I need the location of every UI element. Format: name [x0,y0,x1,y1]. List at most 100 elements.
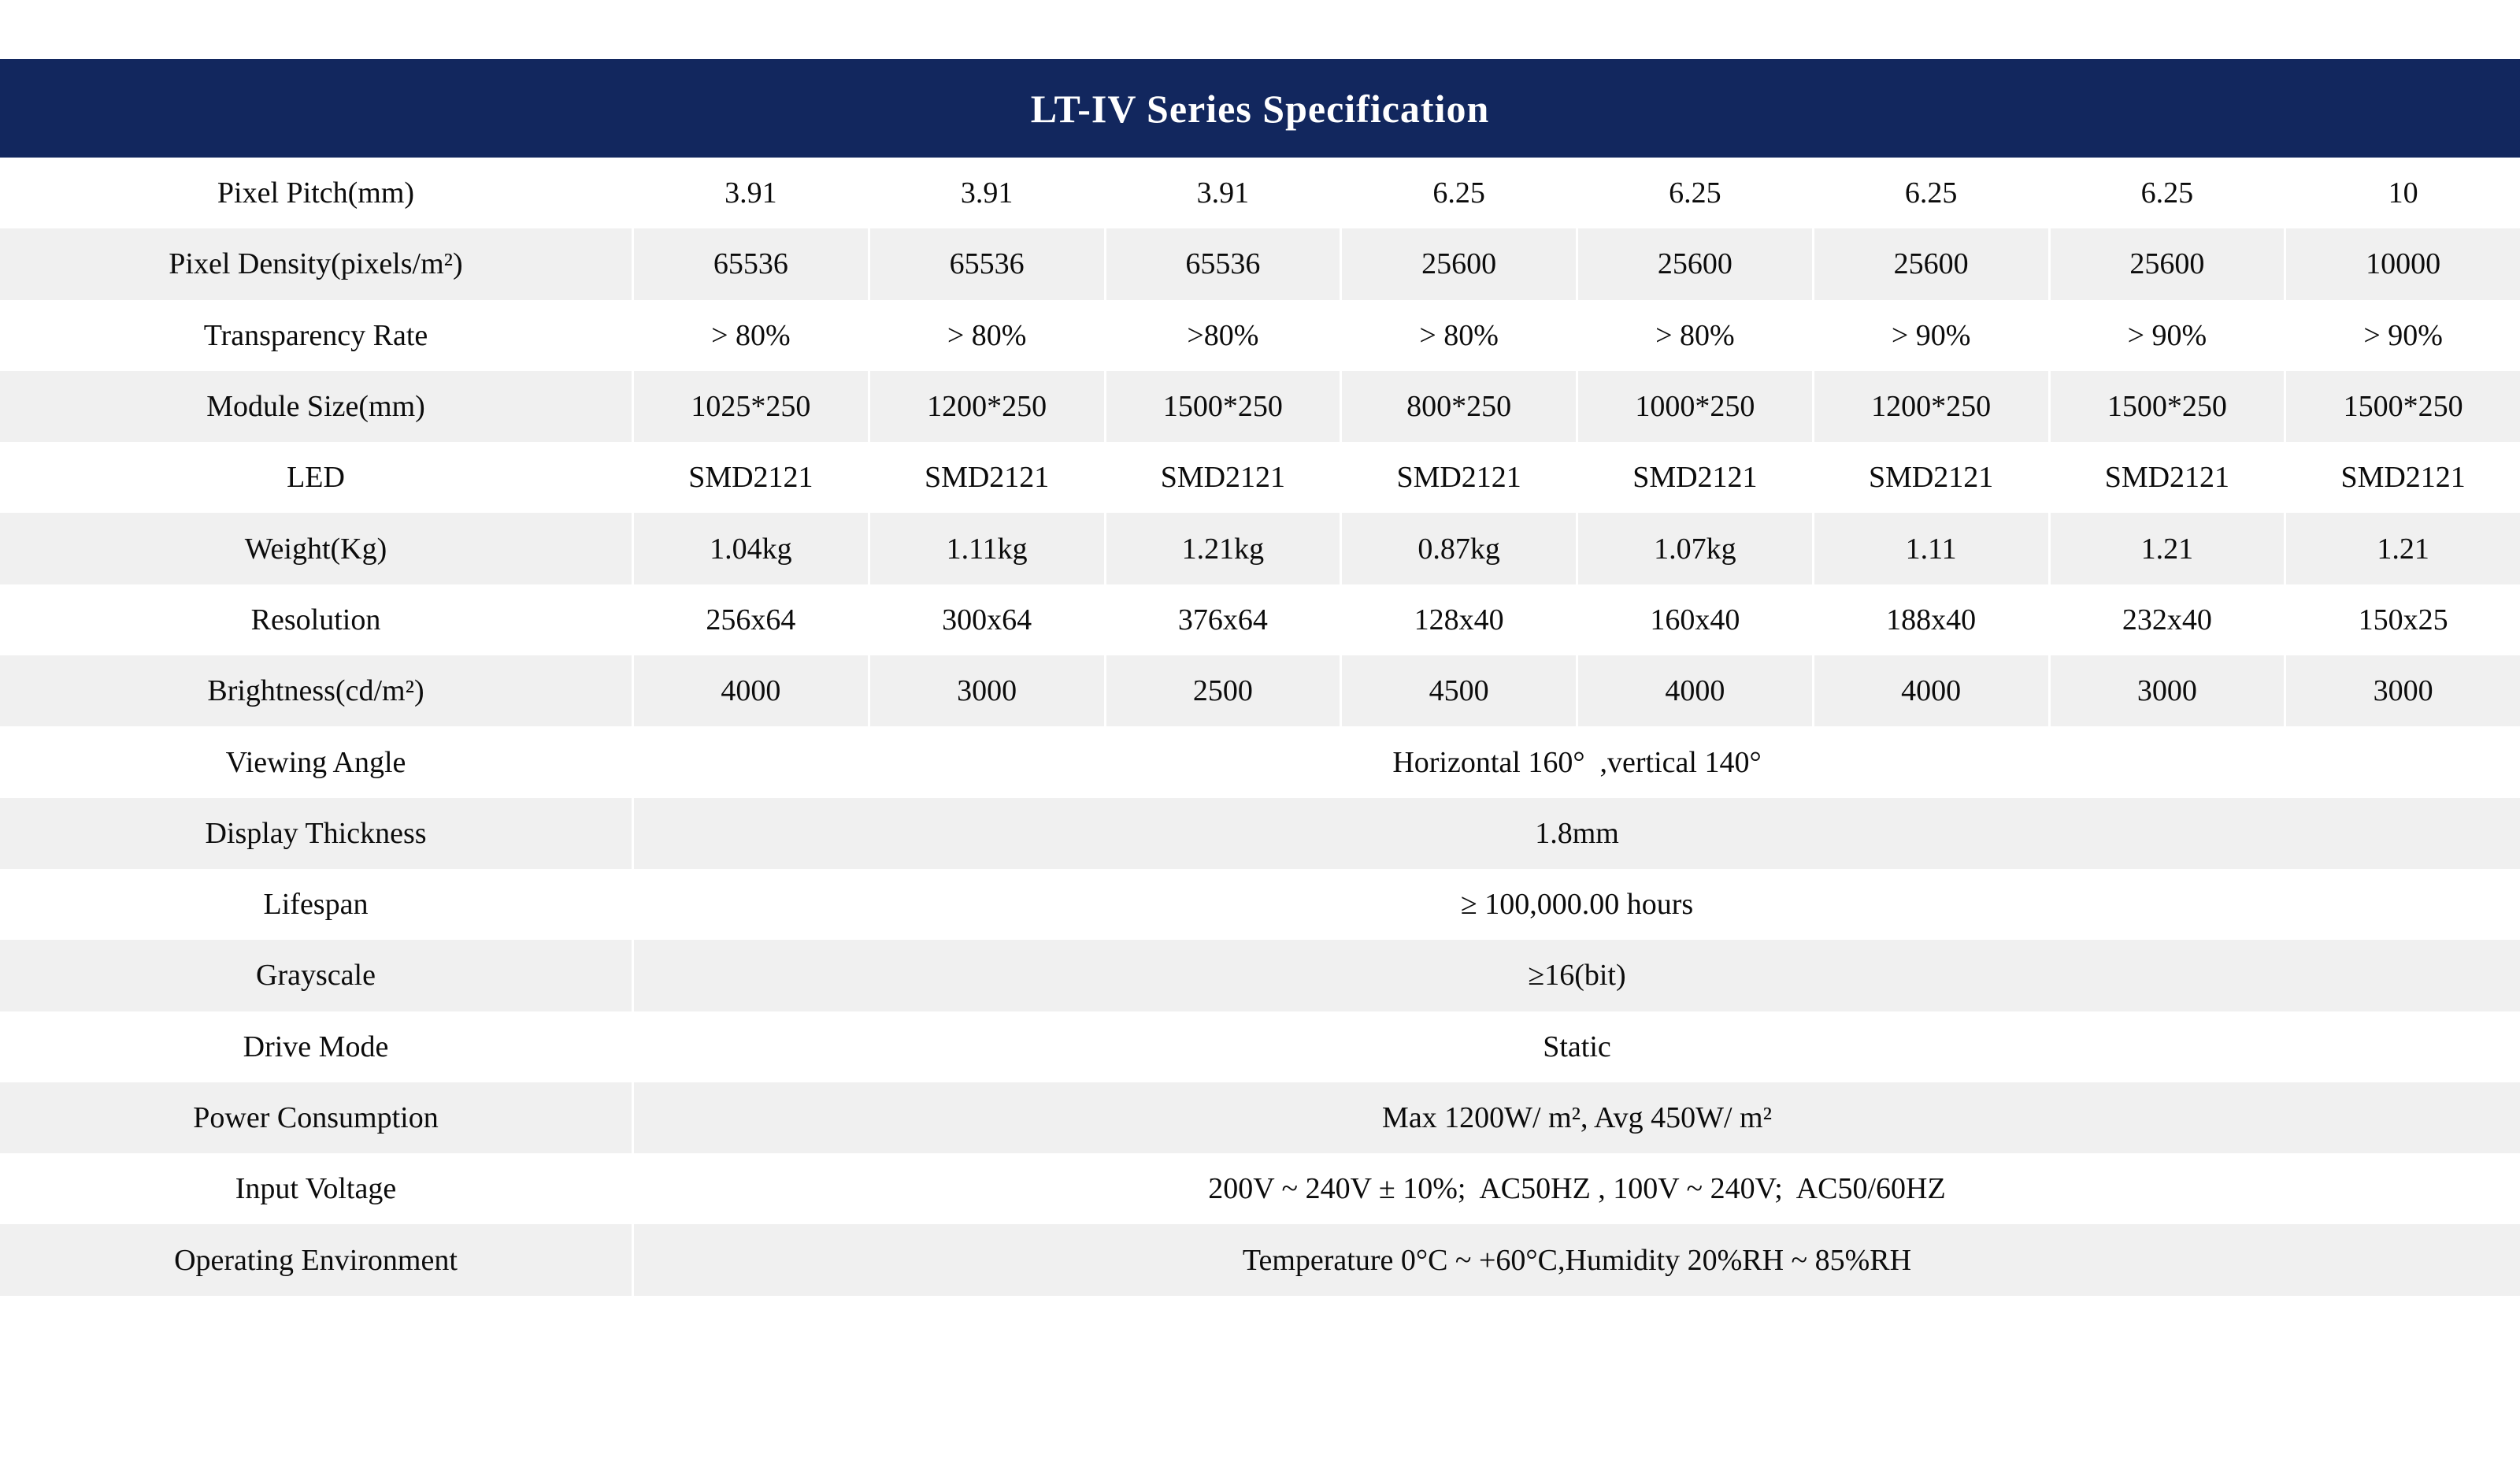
spec-value: SMD2121 [2340,461,2466,495]
spec-value: > 90% [1814,299,2051,371]
spec-value: 1200*250 [870,370,1106,443]
spec-value: SMD2121 [1578,442,1814,514]
table-row: Brightness(cd/m²) 4000 3000 2500 4500 4000 400… [0,655,2520,727]
spec-value: 150x25 [2358,603,2448,636]
spec-value: 1.21 [2377,532,2429,566]
row-label: Grayscale [0,940,634,1011]
spec-value: 25600 [1578,228,1814,300]
row-label: Input Voltage [0,1153,634,1225]
spec-value: 3.91 [1106,158,1343,229]
spec-value-merged: Static [1543,1030,1611,1063]
spec-value: > 80% [1578,299,1814,371]
spec-value-merged: Horizontal 160° ,vertical 140° [1392,745,1762,779]
row-label: Transparency Rate [0,299,634,371]
spec-value: SMD2121 [870,442,1106,514]
spec-value: SMD2121 [1106,442,1343,514]
table-row: Pixel Density(pixels/m²) 65536 65536 65536 2… [0,228,2520,300]
spec-table: Pixel Pitch(mm) 3.91 3.91 3.91 6.25 6.25 6.25 6… [0,158,2520,1296]
spec-value: 1000*250 [1578,370,1814,443]
spec-value: SMD2121 [1342,442,1578,514]
spec-value: >80% [1106,299,1343,371]
table-row: Module Size(mm) 1025*250 1200*250 1500*250 8… [0,370,2520,443]
spec-value: 1.21kg [1106,513,1343,584]
table-row: Input Voltage 200V ~ 240V ± 10%; AC50HZ ,… [0,1153,2520,1225]
spec-value: 128x40 [1342,584,1578,656]
row-label: Viewing Angle [0,726,634,798]
spec-value: > 80% [870,299,1106,371]
spec-value: 4000 [634,655,870,727]
spec-value: 2500 [1106,655,1343,727]
spec-value: 6.25 [1342,158,1578,229]
spec-value: 1.11 [1814,513,2051,584]
spec-value: 1.11kg [870,513,1106,584]
spec-value: 256x64 [634,584,870,656]
spec-value: 1.04kg [634,513,870,584]
spec-value: SMD2121 [634,442,870,514]
spec-value: 65536 [634,228,870,300]
table-row: Weight(Kg) 1.04kg 1.11kg 1.21kg 0.87kg 1.07kg… [0,513,2520,584]
spec-value-merged: Temperature 0°C ~ +60°C,Humidity 20%RH ~… [1242,1243,1912,1277]
table-row: Viewing Angle Horizontal 160° ,vertical 1… [0,726,2520,798]
spec-value: SMD2121 [1814,442,2051,514]
spec-value: 1500*250 [1106,370,1343,443]
spec-value: 1500*250 [2343,390,2463,424]
spec-value: 4000 [1578,655,1814,727]
row-label: Power Consumption [0,1082,634,1154]
row-label: Resolution [0,584,634,656]
spec-value: 800*250 [1342,370,1578,443]
spec-value-merged: ≥ 100,000.00 hours [1460,888,1694,922]
row-label: Module Size(mm) [0,370,634,443]
row-label: Weight(Kg) [0,513,634,584]
spec-value: 232x40 [2051,584,2287,656]
row-label: Pixel Pitch(mm) [0,158,634,229]
spec-value: 25600 [1342,228,1578,300]
row-label: Pixel Density(pixels/m²) [0,228,634,300]
spec-value: 0.87kg [1342,513,1578,584]
row-label: Drive Mode [0,1011,634,1082]
table-row: Operating Environment Temperature 0°C ~ +… [0,1224,2520,1296]
spec-value: 3000 [870,655,1106,727]
table-row: Display Thickness 1.8mm [0,797,2520,869]
row-label: Brightness(cd/m²) [0,655,634,727]
table-row: Grayscale ≥16(bit) [0,940,2520,1011]
spec-value: > 90% [2363,318,2443,352]
spec-value-merged: 1.8mm [1535,816,1619,850]
spec-value: 6.25 [1814,158,2051,229]
table-row: Resolution 256x64 300x64 376x64 128x40 160x40… [0,584,2520,656]
spec-value: 376x64 [1106,584,1343,656]
table-row: Transparency Rate > 80% > 80% >80% > 80% > 80… [0,299,2520,371]
spec-value: > 80% [1342,299,1578,371]
spec-value: > 90% [2051,299,2287,371]
spec-value: 1.07kg [1578,513,1814,584]
spec-value: 1500*250 [2051,370,2287,443]
spec-value-merged: ≥16(bit) [1528,959,1626,993]
spec-value: 10 [2388,176,2418,210]
table-row: LED SMD2121 SMD2121 SMD2121 SMD2121 SMD2121 SM… [0,442,2520,514]
spec-sheet-page: LT-IV Series Specification Pixel Pitch(m… [0,59,2520,1477]
spec-value: 3000 [2051,655,2287,727]
spec-value: > 80% [634,299,870,371]
table-header-band: LT-IV Series Specification [0,59,2520,158]
spec-value: 4000 [1814,655,2051,727]
page-title: LT-IV Series Specification [1030,86,1490,131]
spec-value: SMD2121 [2051,442,2287,514]
table-row: Pixel Pitch(mm) 3.91 3.91 3.91 6.25 6.25 6.25 6… [0,158,2520,229]
spec-value: 65536 [1106,228,1343,300]
spec-value: 1.21 [2051,513,2287,584]
spec-value: 3000 [2373,674,2433,708]
spec-value: 3.91 [870,158,1106,229]
table-row: Power Consumption Max 1200W/ m², Avg 450W… [0,1082,2520,1154]
spec-value: 3.91 [634,158,870,229]
spec-value-merged: 200V ~ 240V ± 10%; AC50HZ , 100V ~ 240V;… [1208,1172,1946,1206]
spec-value: 65536 [870,228,1106,300]
spec-value: 6.25 [1578,158,1814,229]
spec-value: 25600 [1814,228,2051,300]
spec-value: 1025*250 [634,370,870,443]
row-label: Display Thickness [0,797,634,869]
row-label: LED [0,442,634,514]
table-row: Drive Mode Static [0,1011,2520,1082]
spec-value: 188x40 [1814,584,2051,656]
spec-value-merged: Max 1200W/ m², Avg 450W/ m² [1382,1101,1772,1134]
spec-value: 4500 [1342,655,1578,727]
spec-value: 25600 [2051,228,2287,300]
